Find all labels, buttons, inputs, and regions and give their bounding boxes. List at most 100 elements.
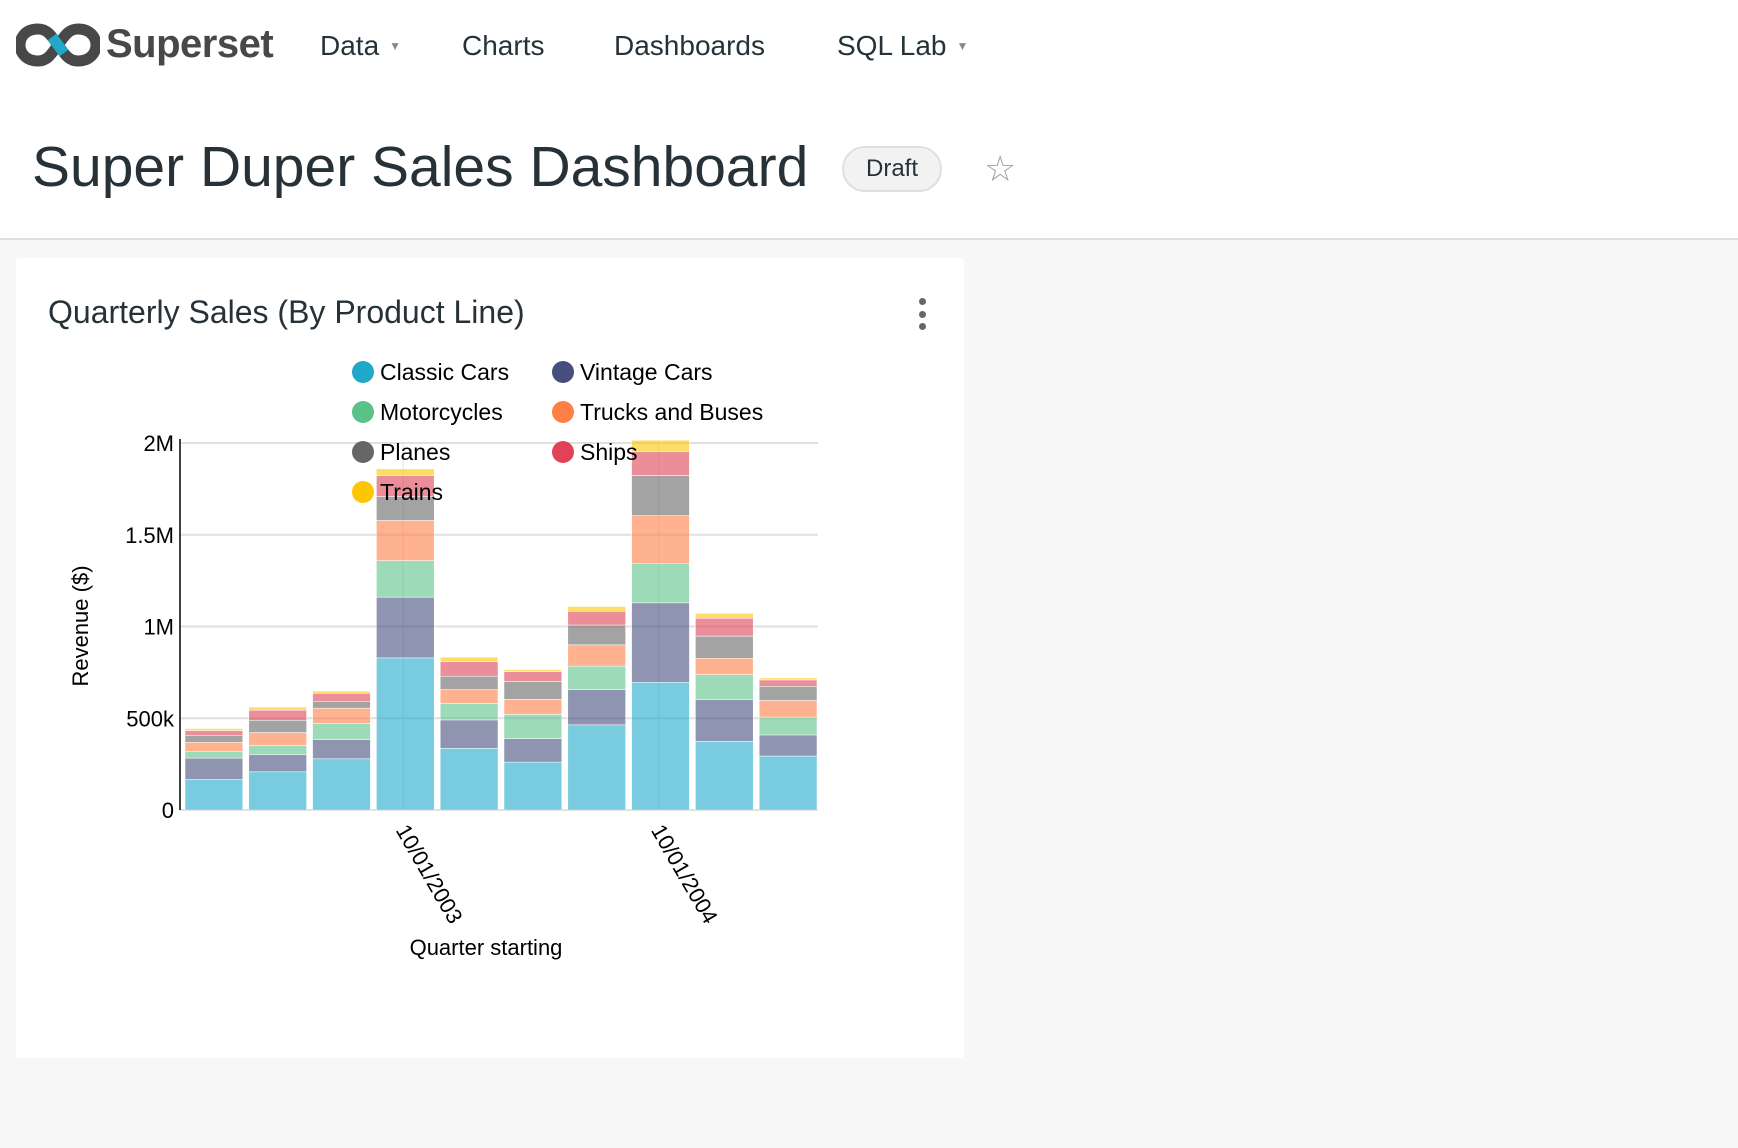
y-tick-label: 1.5M — [125, 523, 174, 548]
header: Superset Data ▼ Charts Dashboards SQL Lab… — [0, 0, 1738, 240]
bar-segment-vintage-cars — [248, 754, 307, 773]
bar-segment-planes — [503, 681, 563, 700]
bar-segment-trains — [631, 439, 690, 452]
bar-segment-motorcycles — [184, 751, 244, 759]
bar-segment-classic-cars — [248, 771, 307, 811]
nav-data-label: Data — [320, 30, 380, 61]
bar-segment-ships — [184, 730, 244, 736]
bar-segment-ships — [503, 671, 563, 682]
bar-segment-trucks-and-buses — [695, 657, 754, 675]
bar-segment-trains — [184, 728, 244, 731]
bar-segment-trucks-and-buses — [248, 732, 307, 746]
bar-segment-planes — [758, 686, 818, 701]
chart-title: Quarterly Sales (By Product Line) — [48, 294, 525, 330]
bar-segment-motorcycles — [631, 563, 690, 604]
bar-segment-planes — [312, 701, 371, 709]
legend-label: Trucks and Buses — [580, 399, 763, 425]
legend-label: Vintage Cars — [580, 359, 713, 385]
bar-segment-ships — [312, 693, 371, 702]
bar-segment-classic-cars — [758, 755, 818, 811]
caret-down-icon: ▼ — [956, 39, 969, 53]
nav-charts-label: Charts — [462, 30, 545, 61]
bar-segment-classic-cars — [439, 748, 499, 811]
bar-segment-trains — [503, 669, 563, 672]
bar-segment-motorcycles — [503, 714, 563, 739]
bar-segment-planes — [631, 475, 690, 516]
bar-segment-motorcycles — [567, 665, 626, 690]
star-icon[interactable]: ☆ — [984, 148, 1017, 189]
nav-dashboards[interactable]: Dashboards — [614, 30, 765, 62]
x-tick-label: 10/01/2004 — [646, 820, 723, 928]
page-title: Super Duper Sales Dashboard — [32, 135, 809, 199]
bar-segment-motorcycles — [248, 745, 307, 756]
bar-segment-ships — [567, 611, 626, 626]
legend-label: Ships — [580, 439, 638, 465]
bar-segment-planes — [567, 624, 626, 646]
x-axis-label: Quarter starting — [410, 935, 563, 960]
bar-segment-trains — [376, 468, 435, 476]
nav-data[interactable]: Data ▼ — [320, 30, 401, 62]
bar-segment-vintage-cars — [439, 719, 499, 749]
legend-swatch — [352, 361, 374, 383]
bar-segment-trucks-and-buses — [631, 515, 690, 564]
bar-segment-vintage-cars — [503, 738, 563, 763]
bar-segment-ships — [758, 679, 818, 687]
infinity-logo-icon — [16, 22, 100, 67]
bar-segment-motorcycles — [376, 560, 435, 598]
superset-logo[interactable]: Superset — [16, 22, 274, 67]
status-badge[interactable]: Draft — [842, 146, 943, 192]
bar-segment-ships — [631, 451, 690, 476]
bar-segment-vintage-cars — [312, 739, 371, 760]
bar-segment-motorcycles — [439, 703, 499, 721]
y-tick-label: 500k — [126, 706, 175, 731]
legend-swatch — [352, 481, 374, 503]
bar-segment-trucks-and-buses — [439, 689, 499, 704]
x-tick-label: 10/01/2003 — [391, 820, 468, 928]
legend-label: Trains — [380, 479, 443, 505]
y-tick-label: 1M — [143, 615, 174, 640]
bar-segment-motorcycles — [695, 674, 754, 700]
bar-segment-classic-cars — [631, 682, 690, 811]
nav-sql-lab-label: SQL Lab — [837, 30, 947, 61]
bar-segment-planes — [695, 635, 754, 659]
bar-segment-vintage-cars — [758, 734, 818, 757]
bar-segment-trucks-and-buses — [567, 644, 626, 667]
bar-segment-vintage-cars — [376, 596, 435, 659]
bar-segment-trains — [439, 656, 499, 662]
legend-label: Motorcycles — [380, 399, 503, 425]
bar-segment-trucks-and-buses — [758, 700, 818, 718]
bar-segment-vintage-cars — [631, 602, 690, 683]
bar-segment-trains — [248, 706, 307, 711]
legend-swatch — [552, 361, 574, 383]
bar-segment-trucks-and-buses — [184, 742, 244, 752]
vertical-ellipsis-icon[interactable] — [912, 294, 932, 334]
y-axis-label: Revenue ($) — [68, 565, 93, 686]
bar-segment-ships — [695, 617, 754, 637]
bar-segment-classic-cars — [184, 779, 244, 811]
bar-segment-vintage-cars — [567, 689, 626, 726]
bar-segment-vintage-cars — [184, 757, 244, 780]
legend-label: Classic Cars — [380, 359, 509, 385]
bar-segment-classic-cars — [312, 758, 371, 811]
legend-swatch — [352, 441, 374, 463]
bar-segment-ships — [248, 709, 307, 721]
bar-segment-trucks-and-buses — [503, 699, 563, 715]
bar-segment-motorcycles — [312, 723, 371, 740]
legend-swatch — [552, 441, 574, 463]
legend-label: Planes — [380, 439, 450, 465]
bar-segment-motorcycles — [758, 716, 818, 736]
legend-swatch — [552, 401, 574, 423]
bar-segment-planes — [184, 735, 244, 743]
bar-segment-trains — [567, 606, 626, 612]
bar-segment-planes — [248, 720, 307, 733]
bar-segment-classic-cars — [567, 724, 626, 811]
nav-charts[interactable]: Charts — [462, 30, 544, 62]
bar-segment-classic-cars — [695, 741, 754, 811]
nav-sql-lab[interactable]: SQL Lab ▼ — [837, 30, 968, 62]
bar-segment-classic-cars — [376, 657, 435, 811]
bar-segment-vintage-cars — [695, 699, 754, 742]
y-tick-label: 2M — [143, 431, 174, 456]
bar-segment-ships — [439, 661, 499, 677]
legend-swatch — [352, 401, 374, 423]
